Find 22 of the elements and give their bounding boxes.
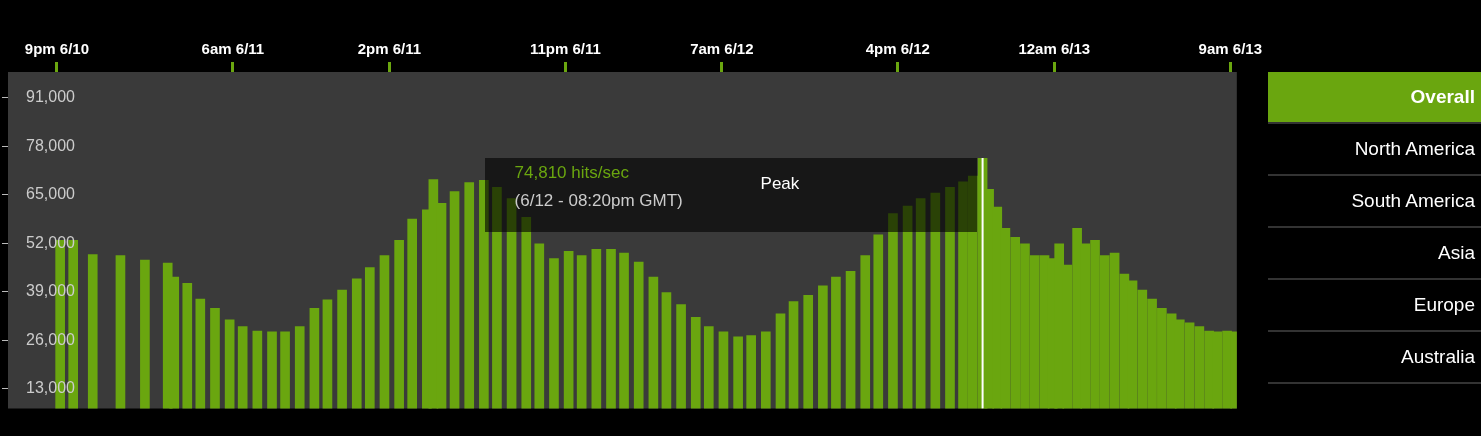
ref-line-label: Peak	[760, 174, 800, 194]
text: Overall	[1268, 72, 1481, 124]
x-tick-label: 4pm 6/12	[865, 40, 930, 58]
x-tick-label: 7am 6/12	[690, 40, 754, 58]
x-tick-label: 6am 6/11	[201, 40, 265, 58]
y-tick-label: 52,000	[26, 233, 76, 251]
x-tick-label: 11pm 6/11	[529, 40, 601, 58]
x-tick-label: 2pm 6/11	[357, 40, 422, 58]
annotation: (6/12 - 08:20pm GMT)	[514, 191, 683, 211]
callout-box: 74,810 hits/sec (6/12 - 08:20pm GMT) Peak	[484, 158, 977, 232]
y-tick-label: 78,000	[26, 136, 76, 154]
y-tick-label: 91,000	[26, 88, 76, 106]
text: South America	[1268, 176, 1481, 228]
text: Europe	[1268, 280, 1481, 332]
x-tick-label: 9am 6/13	[1198, 40, 1262, 58]
annotation: 74,810 hits/sec	[514, 163, 629, 183]
x-tick-label: 9pm 6/10	[24, 40, 89, 58]
text: North America	[1268, 124, 1481, 176]
text: Asia	[1268, 228, 1481, 280]
x-tick-label: 12am 6/13	[1018, 40, 1091, 58]
y-tick-label: 65,000	[26, 185, 76, 203]
text: Australia	[1268, 332, 1481, 384]
